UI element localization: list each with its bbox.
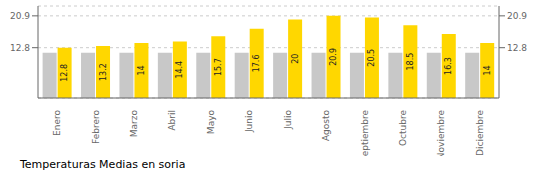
svg-text:Noviembre: Noviembre: [436, 110, 446, 156]
svg-text:Abril: Abril: [167, 110, 177, 131]
svg-text:14: 14: [483, 65, 492, 75]
html-text:Temperaturas Medias en soria: Temperaturas Medias en soria: [20, 158, 186, 171]
svg-text:12.8: 12.8: [507, 43, 527, 53]
svg-text:18.5: 18.5: [406, 53, 415, 71]
svg-text:20: 20: [291, 54, 300, 64]
svg-text:Julio: Julio: [283, 110, 293, 130]
svg-text:12.8: 12.8: [60, 64, 69, 82]
svg-text:14: 14: [137, 65, 146, 75]
svg-text:Marzo: Marzo: [129, 110, 139, 138]
svg-text:Octubre: Octubre: [398, 110, 408, 146]
svg-text:16.3: 16.3: [444, 57, 453, 75]
svg-text:20.5: 20.5: [367, 49, 376, 67]
svg-text:14.4: 14.4: [175, 61, 184, 79]
svg-text:Mayo: Mayo: [206, 110, 216, 135]
svg-text:20.9: 20.9: [10, 11, 30, 21]
svg-text:13.2: 13.2: [99, 63, 108, 81]
svg-text:15.7: 15.7: [214, 58, 223, 76]
svg-text:Diciembre: Diciembre: [475, 110, 485, 156]
svg-text:Enero: Enero: [52, 110, 62, 136]
svg-text:12.8: 12.8: [10, 43, 30, 53]
svg-text:Septiembre: Septiembre: [360, 110, 370, 156]
svg-text:20.9: 20.9: [329, 48, 338, 66]
svg-text:Agosto: Agosto: [321, 110, 331, 142]
svg-text:17.6: 17.6: [252, 55, 261, 73]
svg-text:Junio: Junio: [244, 110, 254, 134]
svg-text:20.9: 20.9: [507, 11, 527, 21]
svg-text:Febrero: Febrero: [91, 110, 101, 144]
